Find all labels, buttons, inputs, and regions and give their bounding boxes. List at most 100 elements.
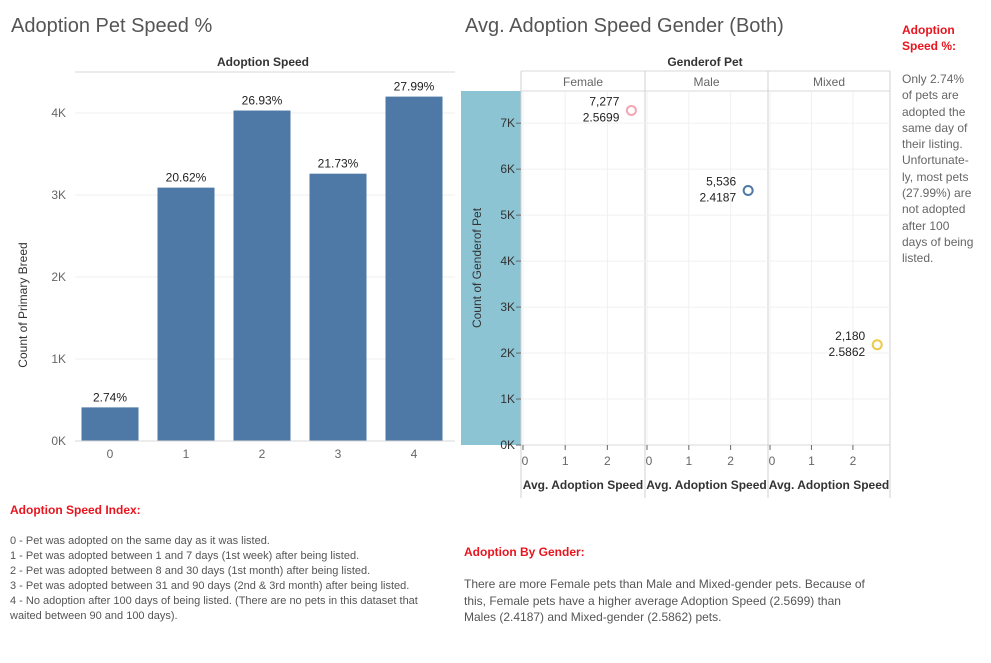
point-speed-label: 2.4187 [699, 190, 736, 204]
bar-x-tick-label: 0 [107, 447, 114, 461]
bar-y-tick-label: 2K [51, 270, 66, 284]
bar-data-label: 2.74% [93, 390, 127, 404]
side-note-line: listed. [902, 251, 934, 266]
left-chart-title: Adoption Pet Speed % [11, 15, 213, 37]
bar-y-tick-label: 1K [51, 352, 66, 366]
bar [309, 173, 367, 441]
bar-data-label: 27.99% [394, 80, 435, 94]
side-note-line: Unfortunate- [902, 153, 969, 168]
scatter-x-tick-label: 0 [646, 454, 653, 468]
index-note-line: 2 - Pet was adopted between 8 and 30 day… [10, 565, 371, 577]
side-note-line: (27.99%) are [902, 186, 972, 201]
scatter-chart-header: Genderof Pet [667, 55, 742, 69]
side-note-line: their listing. [902, 137, 963, 152]
bar-data-label: 20.62% [166, 171, 207, 185]
index-note-heading: Adoption Speed Index: [10, 503, 141, 517]
scatter-y-tick-label: 1K [500, 392, 515, 406]
panel-header-label: Male [693, 75, 719, 89]
scatter-y-tick-label: 4K [500, 254, 515, 268]
side-note-heading-line2: Speed %: [902, 39, 957, 53]
bar [385, 96, 443, 441]
index-note-line: 0 - Pet was adopted on the same day as i… [10, 535, 270, 547]
bar [157, 187, 215, 441]
bar-chart-bars [81, 96, 443, 441]
side-note-line: same day of [902, 120, 968, 135]
bar-data-label: 21.73% [318, 157, 359, 171]
bar-x-tick-label: 2 [259, 447, 266, 461]
scatter-x-tick-label: 2 [850, 454, 857, 468]
adoption-speed-bar-chart: Adoption Speed Count of Primary Breed 0K… [16, 55, 455, 461]
adoption-by-gender-note: Adoption By Gender: There are more Femal… [464, 545, 894, 626]
side-note-line: of pets are [902, 88, 959, 103]
point-count-label: 2,180 [835, 329, 865, 343]
index-note-line: 3 - Pet was adopted between 31 and 90 da… [10, 580, 410, 592]
scatter-point [871, 339, 883, 351]
bar-y-tick-label: 0K [51, 434, 66, 448]
bar-x-tick-label: 4 [411, 447, 418, 461]
gender-note-heading: Adoption By Gender: [464, 545, 585, 559]
side-note-line: days of being [902, 234, 974, 249]
gender-scatter-chart: Genderof Pet Count of Genderof Pet 0K 1K 2… [461, 55, 891, 498]
scatter-y-tick-label: 0K [500, 438, 515, 452]
side-note-line: ly, most pets [902, 169, 969, 184]
scatter-chart-points: 7,277 2.5699 5,536 2.4187 2,180 2.5862 [583, 94, 883, 359]
scatter-x-tick-label: 2 [604, 454, 611, 468]
bar-data-label: 26.93% [242, 94, 283, 108]
scatter-chart-gridlines [521, 91, 890, 445]
scatter-chart-frame [520, 70, 891, 498]
bar-chart-header: Adoption Speed [217, 55, 309, 69]
scatter-point [742, 184, 754, 196]
point-count-label: 5,536 [706, 174, 736, 188]
side-note-line: Only 2.74% [902, 72, 965, 86]
scatter-chart-panel-headers: Female Male Mixed [563, 75, 845, 89]
point-speed-label: 2.5862 [829, 345, 866, 359]
scatter-x-tick-label: 1 [562, 454, 569, 468]
side-note-line: not adopted [902, 202, 966, 217]
bar-y-tick-label: 3K [51, 188, 66, 202]
scatter-x-tick-label: 2 [727, 454, 734, 468]
gender-note-line: this, Female pets have a higher average … [464, 593, 841, 608]
right-chart-title: Avg. Adoption Speed Gender (Both) [465, 15, 784, 37]
scatter-point [625, 104, 637, 116]
bar-chart-y-ticks: 0K 1K 2K 3K 4K [51, 106, 66, 448]
gender-note-line: There are more Female pets than Male and… [464, 577, 865, 591]
side-note-body: Only 2.74% of pets are adopted the same … [902, 71, 988, 267]
y-axis-band [461, 91, 521, 445]
bar-y-tick-label: 4K [51, 106, 66, 120]
point-speed-label: 2.5699 [583, 110, 620, 124]
bar [81, 407, 139, 441]
index-note-body: 0 - Pet was adopted on the same day as i… [10, 534, 455, 624]
scatter-y-tick-label: 2K [500, 346, 515, 360]
scatter-y-tick-label: 5K [500, 208, 515, 222]
side-note-line: adopted the [902, 104, 966, 119]
bar-x-tick-label: 3 [335, 447, 342, 461]
panel-header-label: Mixed [813, 75, 845, 89]
index-note-line: 1 - Pet was adopted between 1 and 7 days… [10, 550, 360, 562]
side-note-line: after 100 [902, 218, 950, 233]
scatter-x-tick-label: 0 [769, 454, 776, 468]
scatter-x-axis-label: Avg. Adoption Speed [523, 478, 643, 492]
scatter-x-tick-label: 0 [522, 454, 529, 468]
bar-chart-y-axis-label: Count of Primary Breed [16, 242, 30, 367]
panel-header-label: Female [563, 75, 603, 89]
point-count-label: 7,277 [589, 94, 619, 108]
scatter-chart-y-axis-label: Count of Genderof Pet [470, 207, 484, 328]
index-note-line: 4 - No adoption after 100 days of being … [10, 595, 418, 607]
scatter-y-tick-label: 6K [500, 162, 515, 176]
side-note-heading: Adoption Speed %: [902, 22, 988, 54]
adoption-speed-index-note: Adoption Speed Index: 0 - Pet was adopte… [10, 503, 455, 624]
scatter-x-axis-label: Avg. Adoption Speed [646, 478, 766, 492]
bar-x-tick-label: 1 [183, 447, 190, 461]
scatter-x-axis-label: Avg. Adoption Speed [769, 478, 889, 492]
index-note-line: waited between 90 and 100 days). [10, 610, 178, 622]
scatter-x-tick-label: 1 [808, 454, 815, 468]
gender-note-line: Males (2.4187) and Mixed-gender (2.5862)… [464, 610, 722, 624]
side-note: Adoption Speed %: Only 2.74% of pets are… [902, 22, 988, 267]
scatter-chart-y-ticks: 0K 1K 2K 3K 4K 5K 6K 7K [500, 116, 521, 452]
scatter-x-tick-label: 1 [685, 454, 692, 468]
bar-chart-x-ticks: 0 1 2 3 4 [107, 447, 418, 461]
bar-chart-data-labels: 2.74% 20.62% 26.93% 21.73% 27.99% [93, 80, 435, 405]
scatter-y-tick-label: 7K [500, 116, 515, 130]
bar [233, 110, 291, 441]
